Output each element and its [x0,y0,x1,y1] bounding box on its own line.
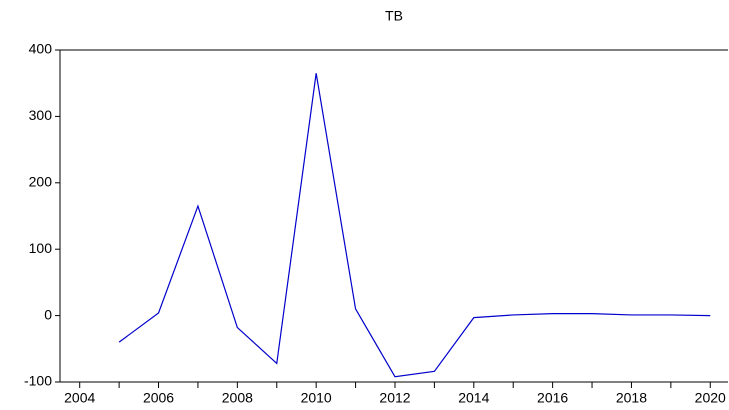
x-tick-label: 2020 [695,390,726,406]
x-tick-label: 2014 [458,390,489,406]
y-tick-label: 200 [29,174,53,190]
x-tick-label: 2006 [143,390,174,406]
y-tick-label: -100 [24,373,52,389]
x-tick-label: 2010 [301,390,332,406]
x-tick-label: 2018 [616,390,647,406]
x-tick-label: 2008 [222,390,253,406]
y-tick-label: 100 [29,240,53,256]
x-tick-label: 2004 [64,390,95,406]
data-line [118,73,711,378]
y-tick-label: 300 [29,107,53,123]
y-tick-label: 400 [29,41,53,57]
x-tick-label: 2016 [537,390,568,406]
plot-frame [59,49,728,383]
y-tick-label: 0 [44,306,52,322]
chart-title: TB [385,8,403,24]
x-tick-label: 2012 [379,390,410,406]
